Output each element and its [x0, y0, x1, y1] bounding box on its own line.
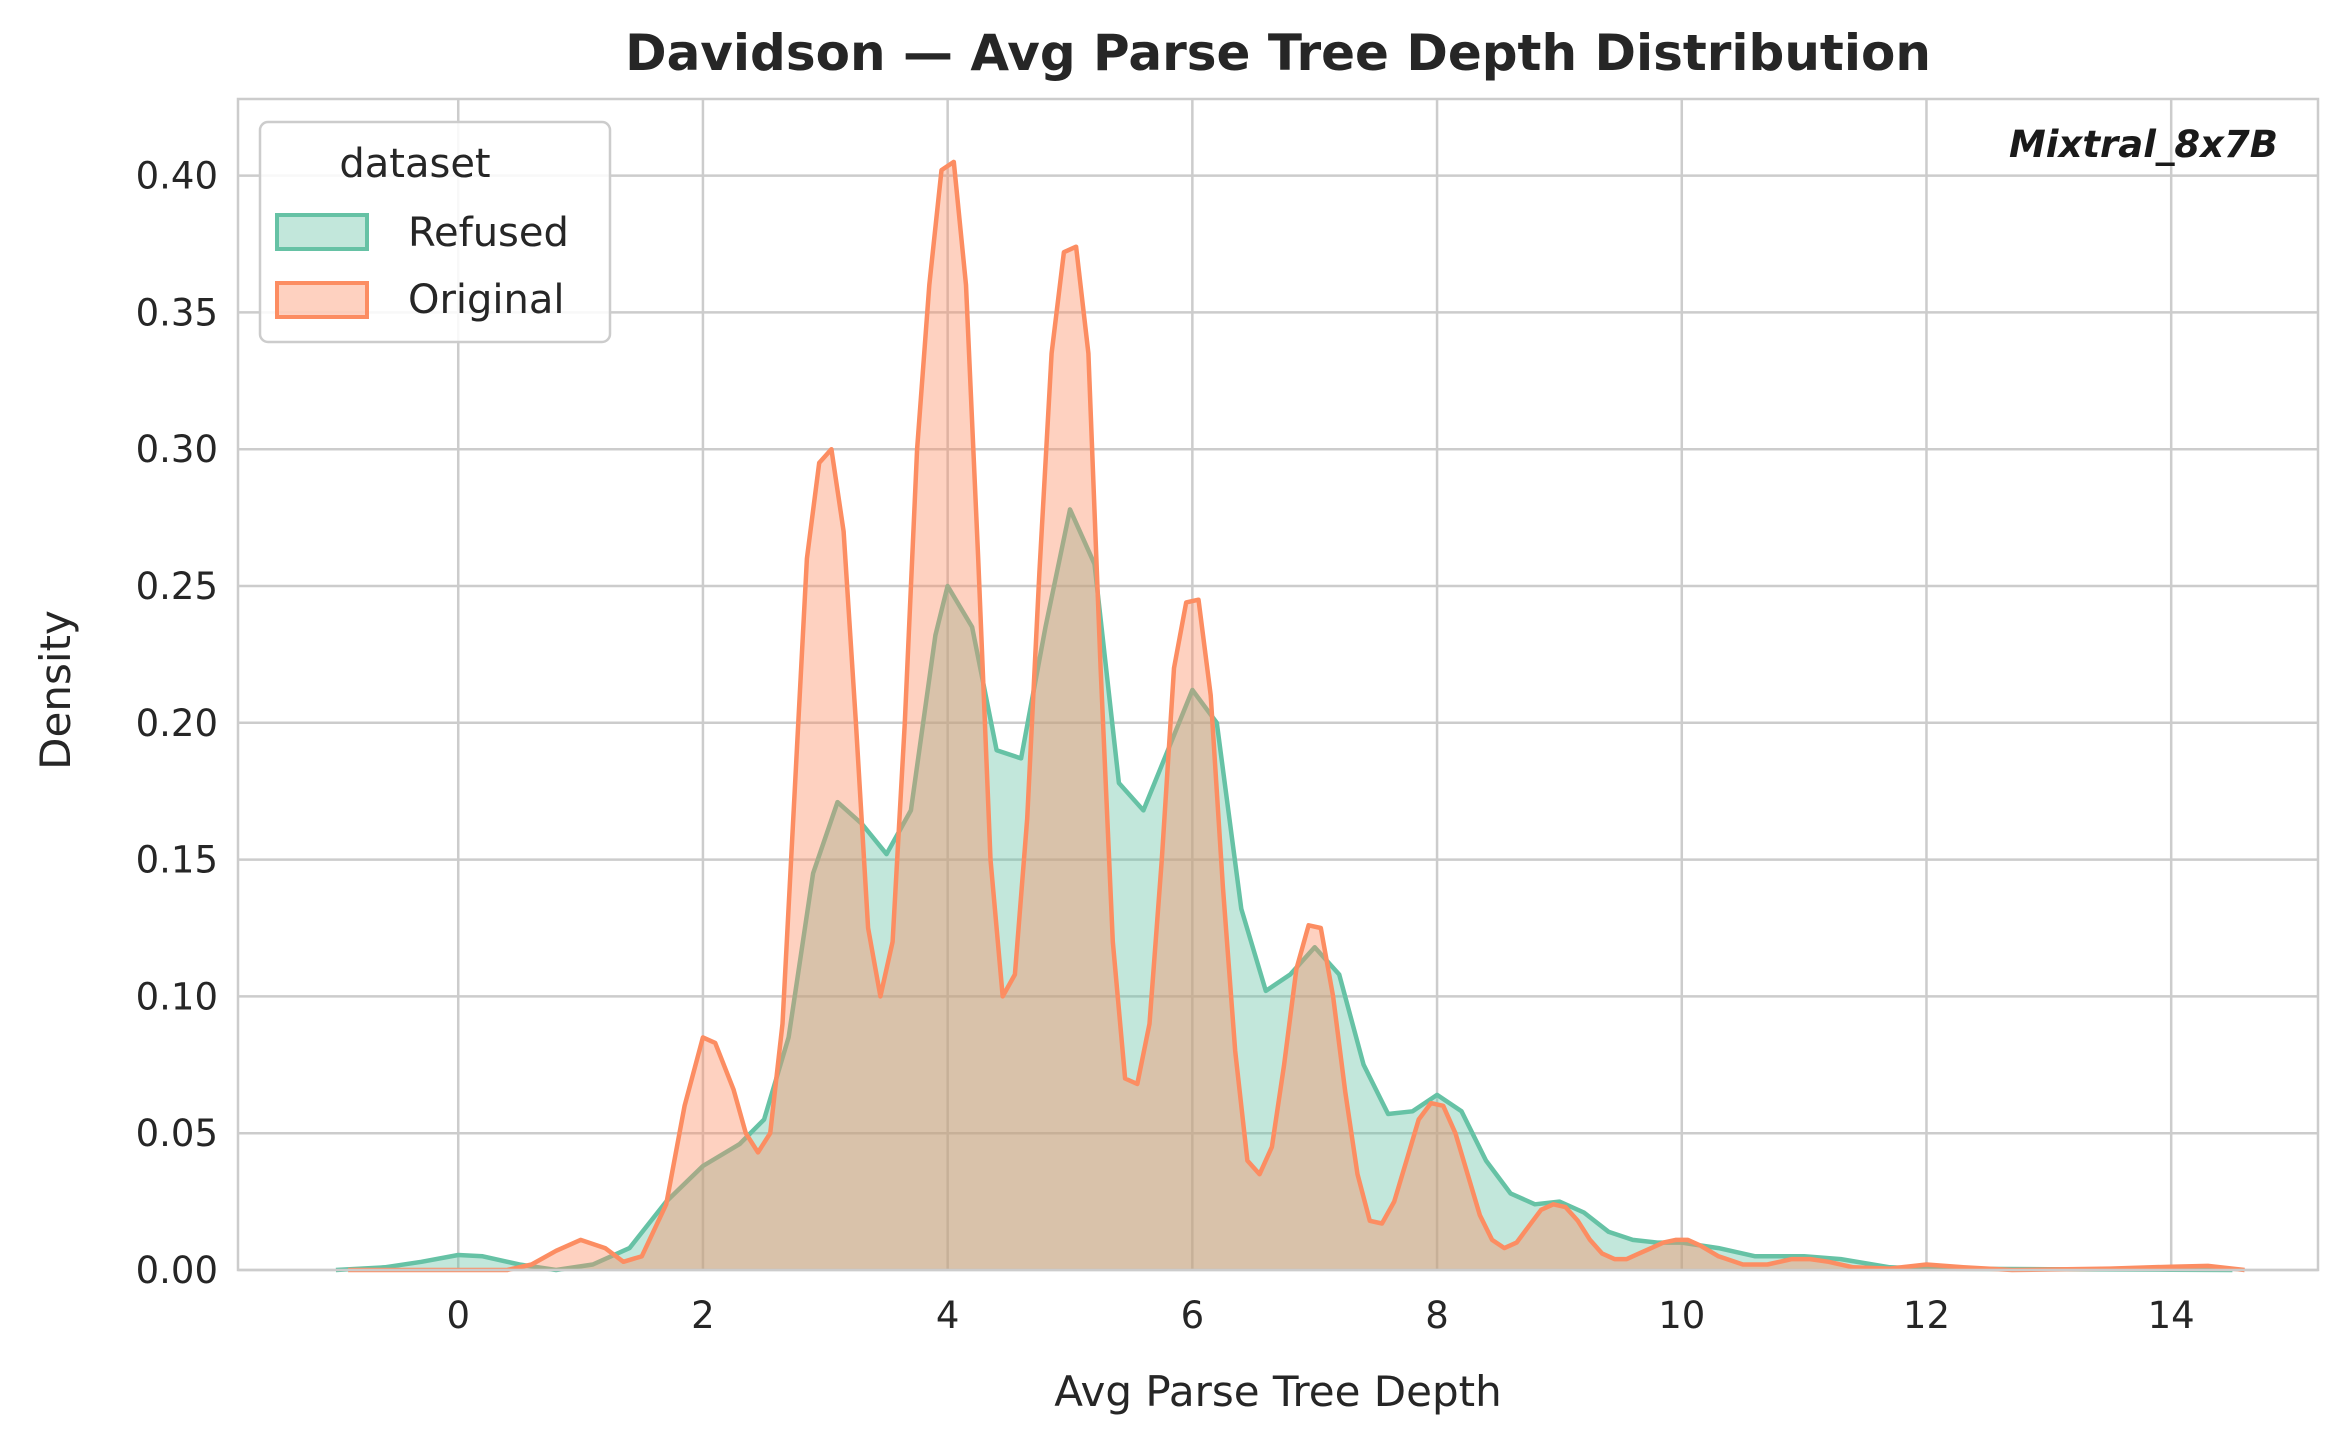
y-tick-label: 0.40: [136, 155, 218, 198]
model-annotation: Mixtral_8x7B: [2009, 123, 2278, 166]
density-areas: [335, 159, 2245, 1273]
x-tick-label: 4: [936, 1294, 960, 1337]
x-tick-label: 8: [1425, 1294, 1449, 1337]
x-tick-labels: 0 2 4 6 8 10 12 14: [446, 1294, 2194, 1337]
area-fill-original: [348, 161, 2245, 1270]
legend-label-refused: Refused: [408, 210, 569, 256]
y-tick-label: 0.10: [136, 975, 218, 1018]
y-axis-label: Density: [31, 610, 80, 770]
legend-title: dataset: [339, 141, 490, 187]
y-tick-label: 0.30: [136, 428, 218, 471]
y-tick-label: 0.35: [136, 291, 218, 334]
density-line-original: [348, 159, 2245, 1273]
legend-frame: [258, 120, 612, 344]
y-tick-label: 0.00: [136, 1249, 218, 1292]
x-tick-label: 6: [1181, 1294, 1205, 1337]
area-fill-refused: [335, 509, 2233, 1270]
y-tick-labels: 0.00 0.05 0.10 0.15 0.20 0.25 0.30 0.35 0.40: [136, 155, 218, 1292]
legend-swatch-original: [275, 281, 369, 319]
chart-title: Davidson — Avg Parse Tree Depth Distribu…: [625, 24, 1931, 82]
x-tick-label: 2: [691, 1294, 715, 1337]
y-tick-label: 0.20: [136, 702, 218, 745]
x-axis-label: Avg Parse Tree Depth: [1054, 1367, 1501, 1416]
x-tick-label: 14: [2148, 1294, 2195, 1337]
y-tick-label: 0.25: [136, 565, 218, 608]
legend: dataset Refused Original: [258, 120, 612, 344]
x-tick-label: 10: [1658, 1294, 1705, 1337]
plot-frame: [236, 97, 2320, 1272]
x-tick-label: 0: [446, 1294, 470, 1337]
legend-label-original: Original: [408, 277, 565, 323]
legend-swatch-refused: [275, 213, 369, 251]
y-tick-label: 0.15: [136, 839, 218, 882]
x-tick-label: 12: [1903, 1294, 1950, 1337]
y-tick-label: 0.05: [136, 1112, 218, 1155]
